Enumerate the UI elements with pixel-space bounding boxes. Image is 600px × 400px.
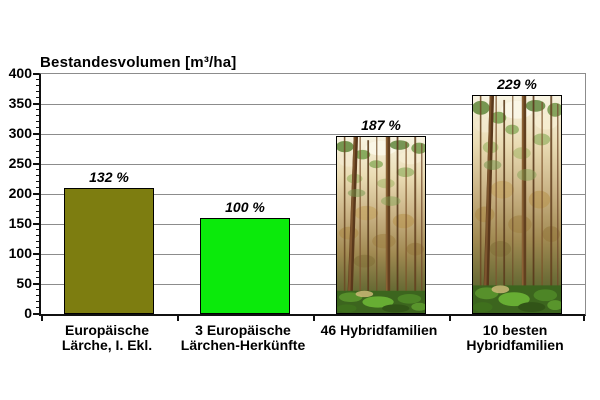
bar-slot-1: 132 %	[41, 74, 177, 314]
y-tick-label: 0	[24, 305, 32, 321]
y-axis-minor-tick	[36, 247, 39, 248]
y-axis-minor-tick	[36, 307, 39, 308]
y-tick-label: 50	[16, 275, 32, 291]
bar-1	[64, 188, 154, 314]
plot-area: 132 % 100 % 187 % 229 %	[33, 73, 586, 321]
y-axis-minor-tick	[36, 187, 39, 188]
chart-title: Bestandesvolumen [m³/ha]	[40, 54, 237, 71]
y-tick-label: 400	[8, 65, 32, 81]
y-axis-minor-tick	[36, 157, 39, 158]
y-axis-minor-tick	[36, 205, 39, 206]
y-axis-minor-tick	[36, 79, 39, 80]
y-axis-major-tick	[33, 313, 39, 315]
bar-4	[472, 95, 562, 314]
y-axis-minor-tick	[36, 145, 39, 146]
y-axis-major-tick	[33, 253, 39, 255]
y-axis-minor-tick	[36, 97, 39, 98]
x-category-label-1: Europäische Lärche, I. Ekl.	[27, 323, 187, 353]
y-tick-label: 100	[8, 245, 32, 261]
x-category-label-2: 3 Europäische Lärchen-Herkünfte	[163, 323, 323, 353]
y-axis-minor-tick	[36, 265, 39, 266]
bar-value-label-2: 100 %	[225, 199, 265, 215]
y-axis-minor-tick	[36, 175, 39, 176]
y-axis-minor-tick	[36, 151, 39, 152]
forest-photo-fill	[337, 136, 425, 313]
y-axis-minor-tick	[36, 85, 39, 86]
y-axis-major-tick	[33, 133, 39, 135]
bar-value-label-3: 187 %	[361, 116, 401, 133]
x-axis-tick	[41, 316, 43, 321]
y-axis-minor-tick	[36, 199, 39, 200]
bar-slot-2: 100 %	[177, 74, 313, 314]
y-axis-minor-tick	[36, 295, 39, 296]
y-axis-minor-tick	[36, 115, 39, 116]
bar-2	[200, 218, 290, 314]
x-category-label-line: Hybridfamilien	[466, 337, 564, 353]
gridline-150	[41, 224, 585, 225]
gridline-350	[41, 104, 585, 105]
y-axis-major-tick	[33, 103, 39, 105]
x-category-label-line: Lärche, I. Ekl.	[61, 337, 153, 353]
x-category-label-line: 46 Hybridfamilien	[320, 322, 438, 338]
y-axis-minor-tick	[36, 139, 39, 140]
x-axis-tick	[449, 316, 451, 321]
y-axis-minor-tick	[36, 127, 39, 128]
y-axis-minor-tick	[36, 211, 39, 212]
x-axis-tick	[313, 316, 315, 321]
y-axis-major-tick	[33, 223, 39, 225]
x-axis-tick	[177, 316, 179, 321]
y-tick-label: 200	[8, 185, 32, 201]
forest-photo-fill	[473, 96, 561, 313]
x-category-label-line: 3 Europäische	[195, 322, 291, 338]
y-axis-minor-tick	[36, 301, 39, 302]
y-axis-minor-tick	[36, 169, 39, 170]
y-axis-major-tick	[33, 163, 39, 165]
x-axis-tick	[583, 316, 585, 321]
x-category-label-3: 46 Hybridfamilien	[299, 323, 459, 338]
y-tick-label: 300	[8, 125, 32, 141]
y-axis-major-tick	[33, 193, 39, 195]
y-tick-label: 250	[8, 155, 32, 171]
y-axis-minor-tick	[36, 271, 39, 272]
bar-value-label-1: 132 %	[89, 169, 129, 185]
y-axis-minor-tick	[36, 121, 39, 122]
bar-3	[336, 135, 426, 314]
bar-slot-3: 187 %	[313, 74, 449, 314]
y-axis-minor-tick	[36, 181, 39, 182]
x-category-label-line: 10 besten	[482, 322, 548, 338]
y-axis-minor-tick	[36, 91, 39, 92]
y-axis-minor-tick	[36, 229, 39, 230]
y-axis-major-tick	[33, 283, 39, 285]
y-tick-label: 350	[8, 95, 32, 111]
y-axis-minor-tick	[36, 289, 39, 290]
gridline-300	[41, 134, 585, 135]
x-category-label-line: Europäische	[64, 322, 150, 338]
y-axis-major-tick	[33, 73, 39, 75]
y-axis-minor-tick	[36, 259, 39, 260]
bar-value-label-4: 229 %	[497, 76, 537, 92]
y-axis-minor-tick	[36, 235, 39, 236]
y-axis-minor-tick	[36, 217, 39, 218]
y-axis-minor-tick	[36, 241, 39, 242]
x-category-label-line: Lärchen-Herkünfte	[180, 337, 306, 353]
y-axis-minor-tick	[36, 277, 39, 278]
gridline-250	[41, 164, 585, 165]
gridline-200	[41, 194, 585, 195]
gridline-100	[41, 254, 585, 255]
gridline-50	[41, 284, 585, 285]
bar-slot-4: 229 %	[449, 74, 585, 314]
y-tick-label: 150	[8, 215, 32, 231]
y-axis-minor-tick	[36, 109, 39, 110]
x-category-label-4: 10 besten Hybridfamilien	[435, 323, 595, 353]
